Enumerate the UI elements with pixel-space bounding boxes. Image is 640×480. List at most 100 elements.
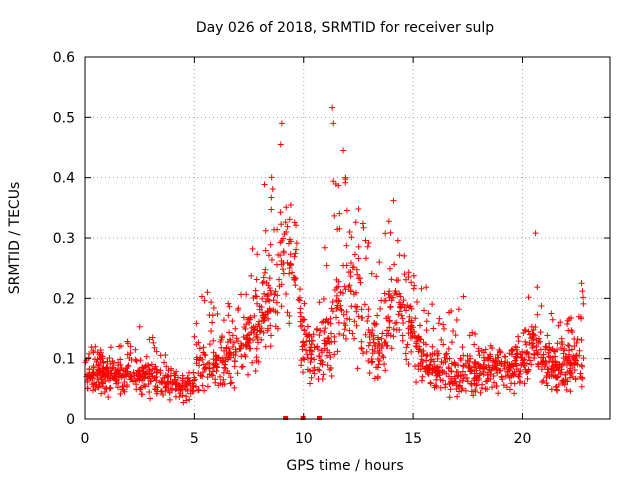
data-point	[522, 326, 529, 333]
data-point	[549, 316, 556, 323]
data-point	[376, 341, 383, 348]
x-tick-label: 15	[404, 431, 422, 447]
data-point	[410, 285, 417, 292]
data-point	[531, 332, 538, 339]
data-point	[119, 383, 126, 390]
data-point	[297, 323, 304, 330]
data-point	[161, 359, 168, 366]
data-point	[436, 372, 443, 379]
data-point	[366, 333, 373, 340]
data-point	[351, 318, 358, 325]
data-point	[576, 347, 583, 354]
data-point	[143, 370, 150, 377]
gap-marker	[300, 416, 306, 420]
data-point	[90, 370, 97, 377]
data-point	[225, 354, 232, 361]
y-tick-labels: 0 0.1 0.2 0.3 0.4 0.5 0.6	[53, 50, 75, 428]
data-point	[342, 286, 349, 293]
data-point	[571, 367, 578, 374]
data-point	[418, 377, 425, 384]
data-point	[549, 368, 556, 375]
data-point	[297, 309, 304, 316]
data-point	[274, 325, 281, 332]
data-point	[565, 327, 572, 334]
data-point	[446, 380, 453, 387]
data-point	[510, 363, 517, 370]
data-point	[360, 350, 367, 357]
data-point	[210, 349, 217, 356]
data-point	[161, 374, 168, 381]
data-point	[571, 360, 578, 367]
data-point	[455, 372, 462, 379]
data-point	[336, 330, 343, 337]
data-point	[371, 348, 378, 355]
data-point	[495, 390, 502, 397]
data-point	[206, 371, 213, 378]
data-point	[97, 346, 104, 353]
data-point	[361, 301, 368, 308]
data-point	[272, 308, 279, 315]
data-point	[226, 303, 233, 310]
x-tick-label: 0	[81, 431, 90, 447]
data-point	[245, 371, 252, 378]
data-point	[533, 347, 540, 354]
data-point	[127, 343, 134, 350]
data-point	[386, 288, 393, 295]
data-point	[165, 386, 172, 393]
data-point	[218, 344, 225, 351]
data-point	[448, 367, 455, 374]
data-point	[453, 317, 460, 324]
data-point	[553, 383, 560, 390]
data-point	[427, 358, 434, 365]
data-point	[578, 336, 585, 343]
data-point	[253, 354, 260, 361]
data-point	[307, 347, 314, 354]
data-point	[329, 308, 336, 315]
data-point	[206, 312, 213, 319]
data-point	[136, 323, 143, 330]
data-point	[404, 341, 411, 348]
data-point	[243, 291, 250, 298]
data-point	[374, 336, 381, 343]
data-point	[264, 327, 271, 334]
data-point	[558, 369, 565, 376]
data-point	[345, 283, 352, 290]
data-point	[241, 324, 248, 331]
data-point	[293, 246, 300, 253]
data-point	[277, 209, 284, 216]
data-point	[326, 349, 333, 356]
data-point	[556, 361, 563, 368]
data-point	[511, 390, 518, 397]
data-point	[99, 372, 106, 379]
data-point	[375, 340, 382, 347]
data-point	[142, 383, 149, 390]
data-point	[567, 374, 574, 381]
data-point	[165, 373, 172, 380]
data-point	[191, 333, 198, 340]
data-point	[527, 357, 534, 364]
data-point	[226, 350, 233, 357]
data-point	[533, 337, 540, 344]
data-point	[532, 230, 539, 237]
data-point	[185, 375, 192, 382]
data-point	[429, 301, 436, 308]
data-point	[567, 388, 574, 395]
data-point	[493, 358, 500, 365]
data-point	[257, 328, 264, 335]
data-point	[260, 278, 267, 285]
data-point	[146, 366, 153, 373]
data-point	[340, 147, 347, 154]
data-point	[390, 197, 397, 204]
data-point	[248, 272, 255, 279]
data-point	[286, 312, 293, 319]
data-point	[164, 373, 171, 380]
data-point	[391, 261, 398, 268]
data-point	[376, 259, 383, 266]
data-point	[121, 378, 128, 385]
data-point	[410, 272, 417, 279]
data-point	[117, 361, 124, 368]
data-point	[579, 288, 586, 295]
data-point	[248, 324, 255, 331]
data-point	[212, 361, 219, 368]
data-point	[451, 362, 458, 369]
